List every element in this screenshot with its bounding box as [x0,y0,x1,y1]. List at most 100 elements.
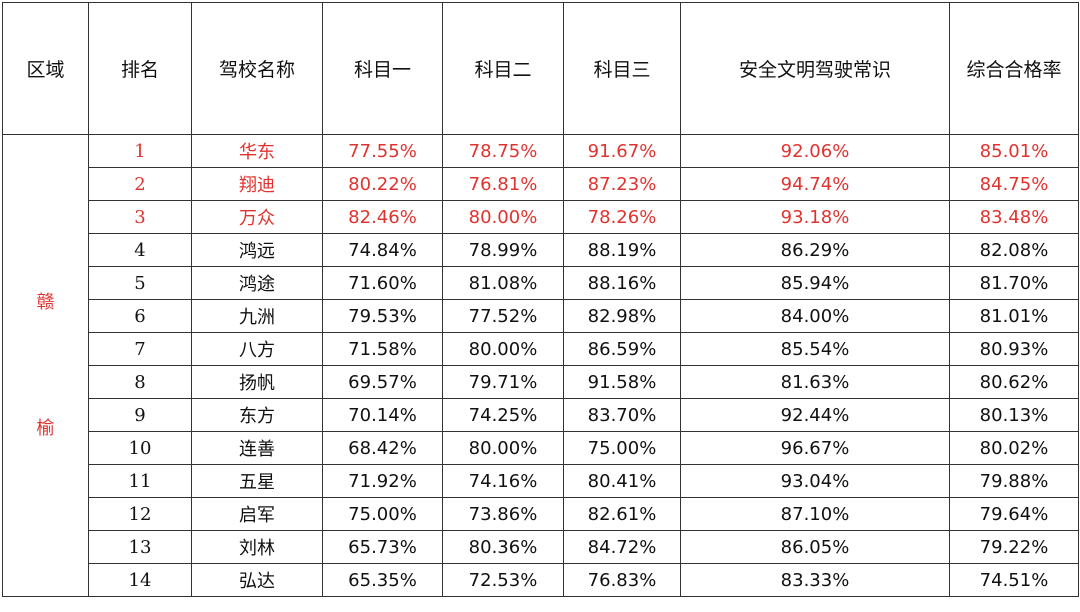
subject-two-cell: 74.25% [442,398,564,432]
subject-one-cell: 65.35% [322,563,443,597]
table-row: 10 连善 68.42% 80.00% 75.00% 96.67% 80.02% [3,431,1079,465]
overall-pass-rate-cell: 82.08% [949,233,1079,267]
subject-one-cell: 70.14% [322,398,443,432]
header-subject-one: 科目一 [322,2,443,135]
header-subject-two: 科目二 [442,2,564,135]
rank-cell: 11 [88,464,192,498]
rank-cell: 12 [88,497,192,531]
subject-three-cell: 83.70% [563,398,681,432]
school-name-cell: 刘林 [191,530,323,564]
subject-one-cell: 69.57% [322,365,443,399]
subject-three-cell: 82.98% [563,299,681,333]
subject-three-cell: 91.67% [563,134,681,168]
school-name-cell: 启军 [191,497,323,531]
safety-knowledge-cell: 84.00% [680,299,950,333]
overall-pass-rate-cell: 79.22% [949,530,1079,564]
table-row: 14 弘达 65.35% 72.53% 76.83% 83.33% 74.51% [3,563,1079,597]
subject-three-cell: 91.58% [563,365,681,399]
school-name-cell: 五星 [191,464,323,498]
subject-three-cell: 75.00% [563,431,681,465]
subject-one-cell: 71.58% [322,332,443,366]
overall-pass-rate-cell: 80.62% [949,365,1079,399]
overall-pass-rate-cell: 80.13% [949,398,1079,432]
subject-two-cell: 80.00% [442,332,564,366]
subject-three-cell: 80.41% [563,464,681,498]
subject-three-cell: 87.23% [563,167,681,201]
subject-two-cell: 80.00% [442,200,564,234]
rank-cell: 4 [88,233,192,267]
subject-one-cell: 77.55% [322,134,443,168]
header-rank: 排名 [88,2,192,135]
subject-two-cell: 77.52% [442,299,564,333]
subject-one-cell: 71.92% [322,464,443,498]
overall-pass-rate-cell: 84.75% [949,167,1079,201]
safety-knowledge-cell: 86.05% [680,530,950,564]
subject-one-cell: 79.53% [322,299,443,333]
table-body: 赣榆 1 华东 77.55% 78.75% 91.67% 92.06% 85.01% 2 翔迪 80… [2,134,1079,597]
driving-school-ranking-table: 区域 排名 驾校名称 科目一 科目二 科目三 安全文明驾驶常识 综合合格率 赣榆… [2,2,1079,597]
subject-three-cell: 86.59% [563,332,681,366]
subject-two-cell: 74.16% [442,464,564,498]
header-row: 区域 排名 驾校名称 科目一 科目二 科目三 安全文明驾驶常识 综合合格率 [2,2,1079,135]
overall-pass-rate-cell: 79.64% [949,497,1079,531]
school-name-cell: 鸿远 [191,233,323,267]
subject-one-cell: 74.84% [322,233,443,267]
overall-pass-rate-cell: 74.51% [949,563,1079,597]
school-name-cell: 万众 [191,200,323,234]
rank-cell: 1 [88,134,192,168]
subject-three-cell: 84.72% [563,530,681,564]
safety-knowledge-cell: 83.33% [680,563,950,597]
table-row: 12 启军 75.00% 73.86% 82.61% 87.10% 79.64% [3,497,1079,531]
subject-two-cell: 80.36% [442,530,564,564]
rank-cell: 7 [88,332,192,366]
table-row: 6 九洲 79.53% 77.52% 82.98% 84.00% 81.01% [3,299,1079,333]
safety-knowledge-cell: 92.06% [680,134,950,168]
overall-pass-rate-cell: 80.02% [949,431,1079,465]
rank-cell: 8 [88,365,192,399]
header-region: 区域 [2,2,89,135]
table-row: 4 鸿远 74.84% 78.99% 88.19% 86.29% 82.08% [3,233,1079,267]
subject-three-cell: 78.26% [563,200,681,234]
header-safety-knowledge: 安全文明驾驶常识 [680,2,950,135]
safety-knowledge-cell: 87.10% [680,497,950,531]
overall-pass-rate-cell: 81.70% [949,266,1079,300]
region-char: 赣 [36,291,55,313]
subject-three-cell: 88.19% [563,233,681,267]
table-row: 8 扬帆 69.57% 79.71% 91.58% 81.63% 80.62% [3,365,1079,399]
table-row: 9 东方 70.14% 74.25% 83.70% 92.44% 80.13% [3,398,1079,432]
table-row: 2 翔迪 80.22% 76.81% 87.23% 94.74% 84.75% [3,167,1079,201]
school-name-cell: 连善 [191,431,323,465]
safety-knowledge-cell: 81.63% [680,365,950,399]
subject-one-cell: 71.60% [322,266,443,300]
subject-two-cell: 76.81% [442,167,564,201]
safety-knowledge-cell: 93.04% [680,464,950,498]
safety-knowledge-cell: 85.54% [680,332,950,366]
subject-two-cell: 78.99% [442,233,564,267]
table-row: 3 万众 82.46% 80.00% 78.26% 93.18% 83.48% [3,200,1079,234]
subject-two-cell: 73.86% [442,497,564,531]
rank-cell: 9 [88,398,192,432]
rank-cell: 14 [88,563,192,597]
safety-knowledge-cell: 93.18% [680,200,950,234]
school-name-cell: 八方 [191,332,323,366]
overall-pass-rate-cell: 81.01% [949,299,1079,333]
subject-one-cell: 80.22% [322,167,443,201]
overall-pass-rate-cell: 83.48% [949,200,1079,234]
subject-three-cell: 88.16% [563,266,681,300]
subject-two-cell: 72.53% [442,563,564,597]
subject-two-cell: 80.00% [442,431,564,465]
subject-one-cell: 68.42% [322,431,443,465]
school-name-cell: 东方 [191,398,323,432]
subject-one-cell: 82.46% [322,200,443,234]
subject-two-cell: 78.75% [442,134,564,168]
safety-knowledge-cell: 94.74% [680,167,950,201]
subject-three-cell: 82.61% [563,497,681,531]
subject-one-cell: 65.73% [322,530,443,564]
header-overall-pass-rate: 综合合格率 [949,2,1079,135]
subject-one-cell: 75.00% [322,497,443,531]
safety-knowledge-cell: 92.44% [680,398,950,432]
rank-cell: 5 [88,266,192,300]
school-name-cell: 扬帆 [191,365,323,399]
rank-cell: 6 [88,299,192,333]
overall-pass-rate-cell: 80.93% [949,332,1079,366]
